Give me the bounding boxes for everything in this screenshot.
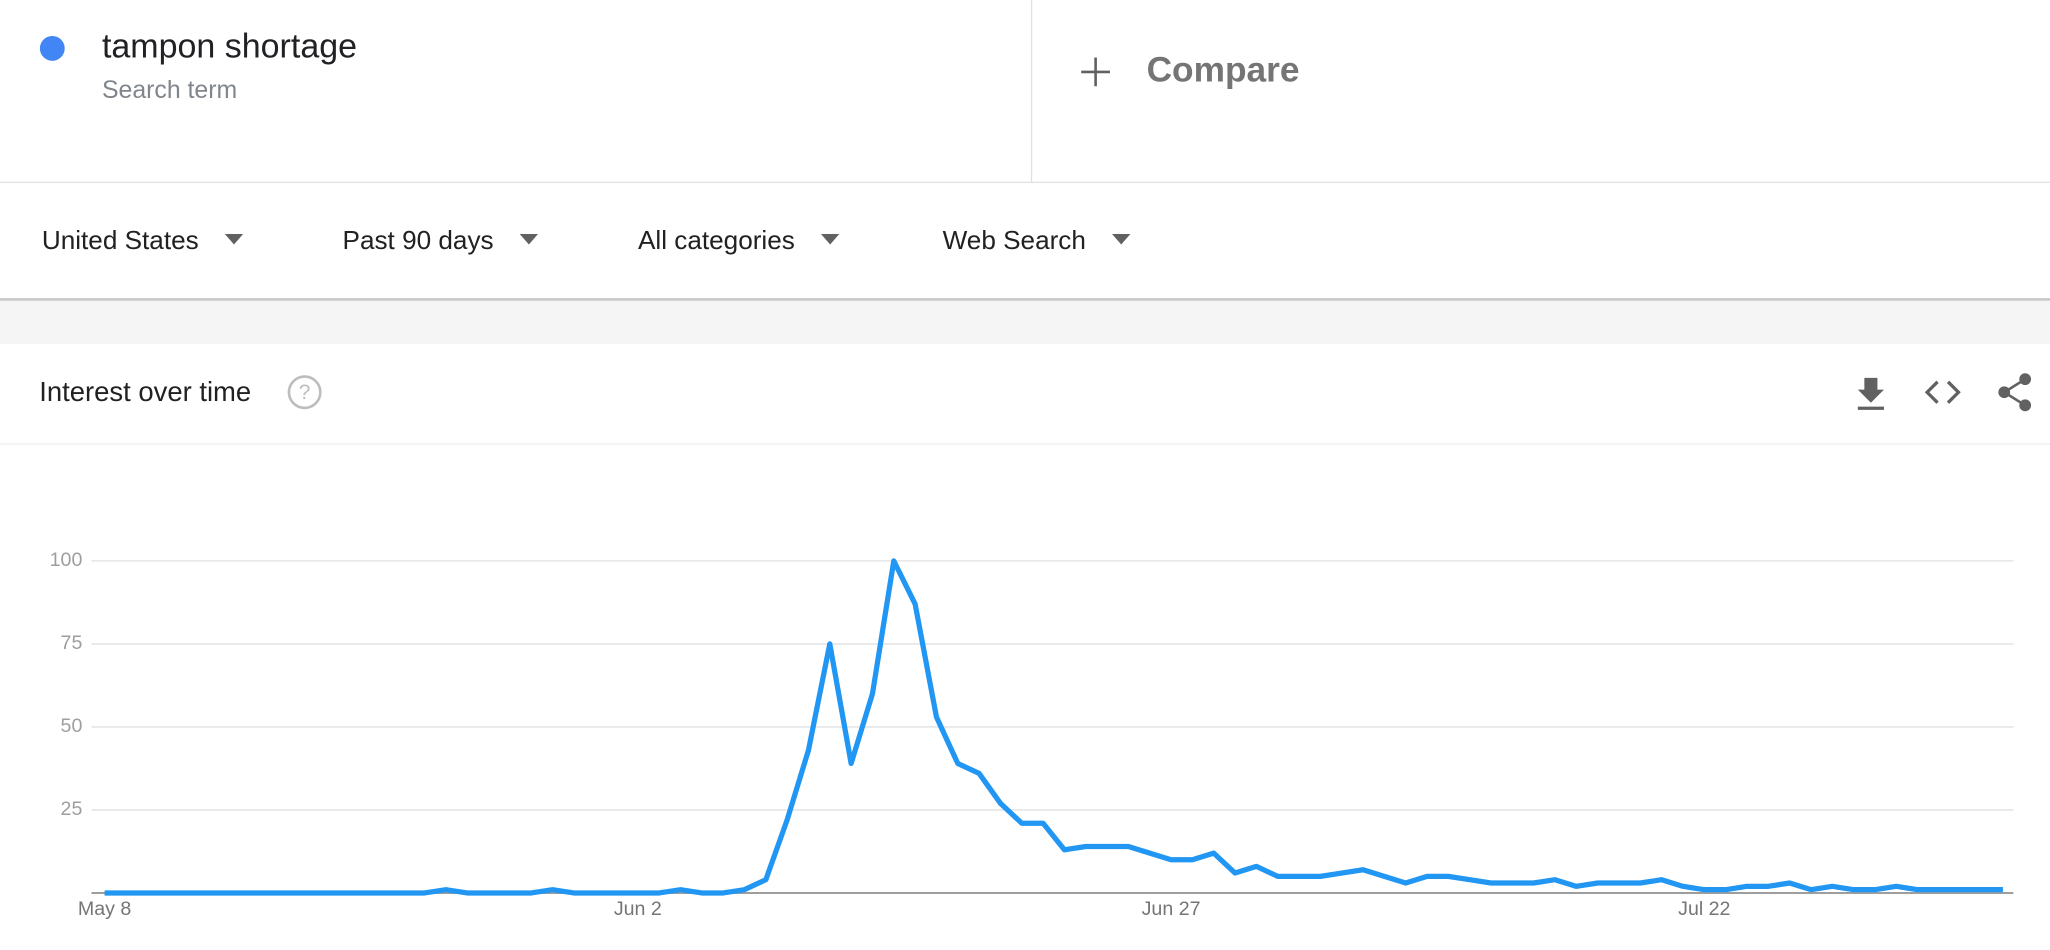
dropdown-arrow[interactable] — [820, 234, 840, 245]
card-title: Interest over time — [39, 376, 251, 407]
help-icon[interactable] — [287, 375, 322, 410]
x-tick-label: Jun 2 — [614, 898, 662, 920]
y-tick-label: 50 — [61, 715, 83, 737]
dropdown-arrow[interactable] — [519, 234, 539, 245]
term[interactable]: tampon shortage — [102, 27, 357, 65]
filter[interactable]: Web Search — [943, 225, 1086, 255]
shadow — [0, 298, 2050, 301]
filter[interactable]: All categories — [638, 225, 795, 255]
share-icon[interactable] — [1998, 373, 2032, 412]
x-tick-label: Jun 27 — [1142, 898, 1201, 920]
dropdown-arrow[interactable] — [224, 234, 244, 245]
term-dot — [39, 35, 65, 61]
series-line — [104, 558, 2003, 896]
x-tick-label: Jul 22 — [1678, 898, 1730, 920]
embed-icon[interactable] — [1924, 380, 1961, 404]
download-icon[interactable] — [1857, 377, 1884, 410]
band — [0, 299, 2050, 344]
filter[interactable]: United States — [42, 225, 199, 255]
help-icon-mark: ? — [299, 381, 311, 404]
term-label: Search term — [102, 77, 237, 104]
compare[interactable]: Compare — [1147, 50, 1300, 89]
filters: United States Past 90 days All categories W… — [42, 225, 1131, 255]
y-tick-label: 100 — [50, 549, 83, 571]
x-tick-label: May 8 — [78, 898, 131, 920]
filter[interactable]: Past 90 days — [343, 225, 494, 255]
y-tick-label: 75 — [61, 632, 83, 654]
dropdown-arrow[interactable] — [1112, 234, 1131, 245]
y-tick-label: 25 — [61, 798, 83, 820]
plus-icon[interactable] — [1081, 57, 1110, 87]
